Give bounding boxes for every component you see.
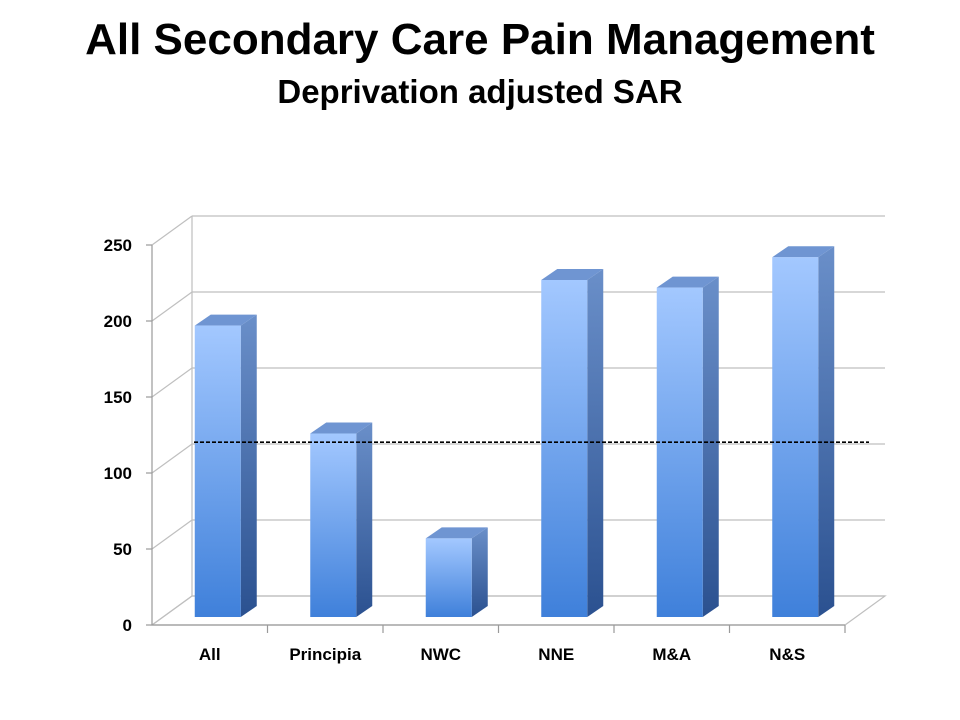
bar-principia bbox=[310, 422, 373, 617]
bar-top bbox=[194, 314, 257, 326]
bar-top bbox=[541, 269, 604, 280]
gridline-depth bbox=[151, 443, 193, 474]
gridline-depth bbox=[151, 367, 193, 398]
bar-nwc bbox=[425, 527, 488, 617]
bar-layer bbox=[194, 246, 835, 617]
y-tick-label: 250 bbox=[104, 236, 132, 255]
bar-front bbox=[656, 287, 703, 617]
y-tick-label: 100 bbox=[104, 464, 132, 483]
y-axis-ticks: 0 50 100 150 200 250 bbox=[104, 236, 152, 635]
bar-top bbox=[310, 422, 373, 434]
x-tick-label: All bbox=[199, 645, 221, 664]
gridline-depth bbox=[151, 215, 193, 246]
bar-side bbox=[471, 527, 488, 617]
bar-front bbox=[425, 538, 472, 617]
gridline-depth bbox=[151, 519, 193, 550]
bar-n-s bbox=[772, 246, 835, 617]
bar-front bbox=[772, 257, 819, 617]
x-tick-label: NNE bbox=[538, 645, 574, 664]
y-tick-label: 0 bbox=[123, 616, 132, 635]
y-tick-label: 200 bbox=[104, 312, 132, 331]
gridline-depth bbox=[151, 291, 193, 322]
bar-top bbox=[656, 276, 719, 288]
y-tick-label: 150 bbox=[104, 388, 132, 407]
bar-front bbox=[310, 433, 357, 617]
bar-nne bbox=[541, 269, 604, 617]
x-axis-ticks: All Principia NWC NNE M&A N&S bbox=[199, 625, 846, 664]
title-block: All Secondary Care Pain Management Depri… bbox=[0, 14, 960, 112]
bar-front bbox=[194, 325, 241, 617]
x-tick-label: Principia bbox=[289, 645, 361, 664]
chart-title: All Secondary Care Pain Management bbox=[85, 15, 875, 64]
bar-side bbox=[587, 269, 604, 617]
x-tick-label: NWC bbox=[420, 645, 461, 664]
y-tick-label: 50 bbox=[113, 540, 132, 559]
x-tick-label: M&A bbox=[652, 645, 691, 664]
bar-top bbox=[425, 527, 488, 539]
bar-all bbox=[194, 314, 257, 617]
bar-m-a bbox=[656, 276, 719, 617]
chart-subtitle: Deprivation adjusted SAR bbox=[277, 73, 683, 110]
bar-front bbox=[541, 280, 588, 617]
x-tick-label: N&S bbox=[769, 645, 805, 664]
bar-side bbox=[240, 314, 257, 617]
bar-side bbox=[356, 422, 373, 617]
bar-side bbox=[818, 246, 835, 617]
bar-top bbox=[772, 246, 835, 258]
bar-side bbox=[702, 276, 719, 617]
